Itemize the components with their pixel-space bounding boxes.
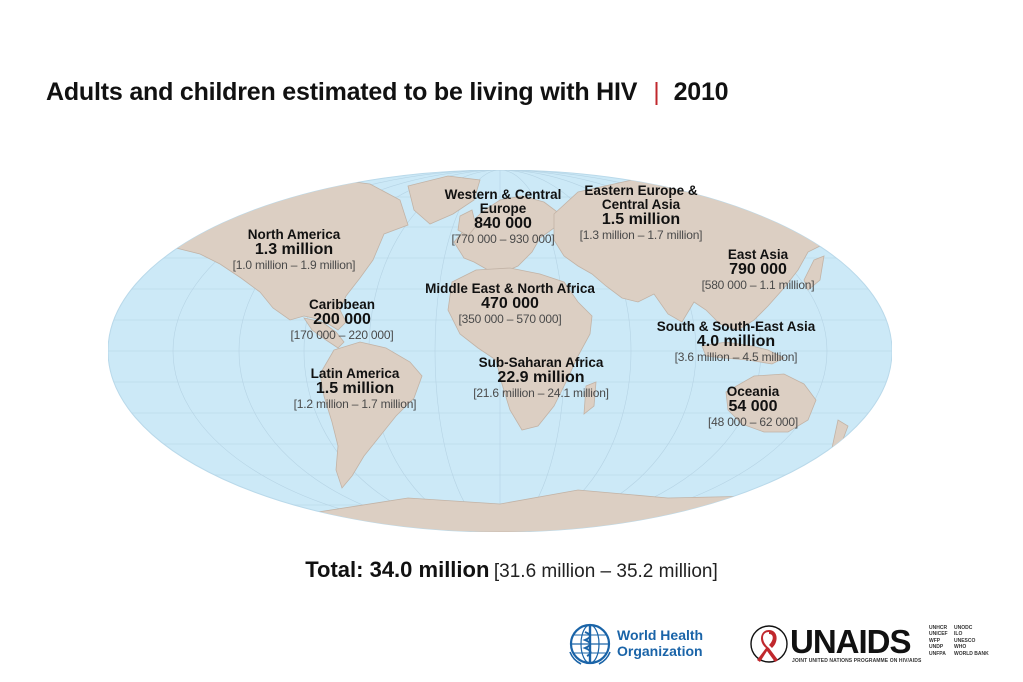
region-western-central-europe: Western & Central Europe 840 000 [770 00… [443, 188, 563, 247]
title-separator: | [653, 78, 660, 106]
region-name: Middle East & North Africa [425, 281, 595, 296]
region-value: 790 000 [729, 261, 787, 278]
region-name: East Asia [727, 247, 789, 262]
region-sub-saharan-africa: Sub-Saharan Africa 22.9 million [21.6 mi… [473, 356, 609, 401]
region-value: 840 000 [474, 215, 532, 232]
region-name: Caribbean [308, 297, 376, 312]
africa-land [447, 267, 593, 431]
red-ribbon-icon [750, 625, 788, 663]
region-east-asia: East Asia 790 000 [580 000 – 1.1 million… [702, 248, 815, 293]
region-range: [3.6 million – 4.5 million] [674, 350, 798, 364]
region-value: 1.5 million [315, 380, 395, 397]
title-year: 2010 [673, 78, 729, 106]
madagascar-land [583, 381, 597, 415]
region-value: 4.0 million [696, 333, 776, 350]
region-name: Oceania [726, 384, 780, 399]
who-wordmark: World Health Organization [617, 627, 703, 659]
region-name: Sub-Saharan Africa [478, 355, 604, 370]
who-emblem-icon [569, 623, 611, 665]
cosponsor: WFP [929, 637, 941, 644]
region-south-south-east-asia: South & South-East Asia 4.0 million [3.6… [657, 320, 816, 365]
page-title: Adults and children estimated to be livi… [46, 78, 729, 107]
europe-land [453, 195, 561, 273]
cosponsor: WORLD BANK [954, 650, 989, 657]
region-name: North America [247, 227, 341, 242]
region-name: Eastern Europe & Central Asia [584, 183, 698, 212]
cosponsor: UNDP [929, 644, 944, 651]
unaids-subtitle: JOINT UNITED NATIONS PROGRAMME ON HIV/AI… [792, 658, 922, 664]
japan-land [803, 255, 825, 291]
maritime-asia-land [701, 341, 785, 365]
central-america-land [303, 317, 345, 349]
who-line2: Organization [617, 643, 703, 659]
title-text: Adults and children estimated to be livi… [46, 78, 638, 106]
region-range: [1.2 million – 1.7 million] [293, 397, 417, 411]
region-range: [1.3 million – 1.7 million] [579, 228, 703, 242]
region-oceania: Oceania 54 000 [48 000 – 62 000] [708, 385, 798, 430]
cosponsor: UNFPA [929, 650, 946, 657]
region-middle-east-north-africa: Middle East & North Africa 470 000 [350 … [425, 282, 595, 327]
region-range: [170 000 – 220 000] [290, 328, 394, 342]
uk-land [457, 209, 477, 237]
region-name: South & South-East Asia [656, 319, 816, 334]
region-range: [21.6 million – 24.1 million] [473, 386, 609, 400]
south-america-land [319, 341, 423, 489]
region-value: 54 000 [728, 398, 778, 415]
world-map-graphic [107, 169, 893, 533]
region-name: Western & Central Europe [444, 187, 562, 216]
total-estimate: Total: 34.0 million [31.6 million – 35.2… [0, 557, 1023, 583]
cosponsors-col2: UNODC ILO UNESCO WHO WORLD BANK [954, 625, 989, 657]
cosponsor: WHO [954, 644, 967, 651]
world-map: North America 1.3 million [1.0 million –… [107, 169, 893, 533]
greenland-land [407, 175, 481, 225]
region-range: [1.0 million – 1.9 million] [232, 258, 356, 272]
region-eastern-europe-central-asia: Eastern Europe & Central Asia 1.5 millio… [576, 184, 706, 243]
cosponsor: UNHCR [929, 625, 948, 631]
region-range: [48 000 – 62 000] [707, 415, 799, 429]
region-value: 470 000 [481, 295, 539, 312]
region-name: Latin America [310, 366, 400, 381]
region-latin-america: Latin America 1.5 million [1.2 million –… [294, 367, 417, 412]
who-line1: World Health [617, 627, 704, 643]
region-value: 1.3 million [254, 241, 334, 258]
total-label: Total: 34.0 million [305, 557, 490, 582]
region-value: 1.5 million [601, 211, 681, 228]
cosponsor: UNESCO [954, 637, 976, 644]
cosponsor: UNODC [954, 625, 973, 631]
region-range: [580 000 – 1.1 million] [701, 278, 815, 292]
region-value: 22.9 million [497, 369, 585, 386]
region-north-america: North America 1.3 million [1.0 million –… [233, 228, 356, 273]
cosponsor: UNICEF [929, 631, 948, 638]
unaids-logo: UNAIDS JOINT UNITED NATIONS PROGRAMME ON… [748, 622, 998, 670]
unaids-wordmark: UNAIDS [790, 623, 912, 660]
australia-land [725, 373, 817, 433]
region-caribbean: Caribbean 200 000 [170 000 – 220 000] [291, 298, 394, 343]
region-range: [350 000 – 570 000] [458, 312, 562, 326]
region-value: 200 000 [313, 311, 371, 328]
cosponsors-col1: UNHCR UNICEF WFP UNDP UNFPA [929, 625, 948, 657]
total-range: [31.6 million – 35.2 million] [493, 561, 718, 582]
who-logo: World Health Organization [567, 622, 707, 666]
region-range: [770 000 – 930 000] [451, 232, 555, 246]
cosponsor: ILO [954, 631, 963, 638]
